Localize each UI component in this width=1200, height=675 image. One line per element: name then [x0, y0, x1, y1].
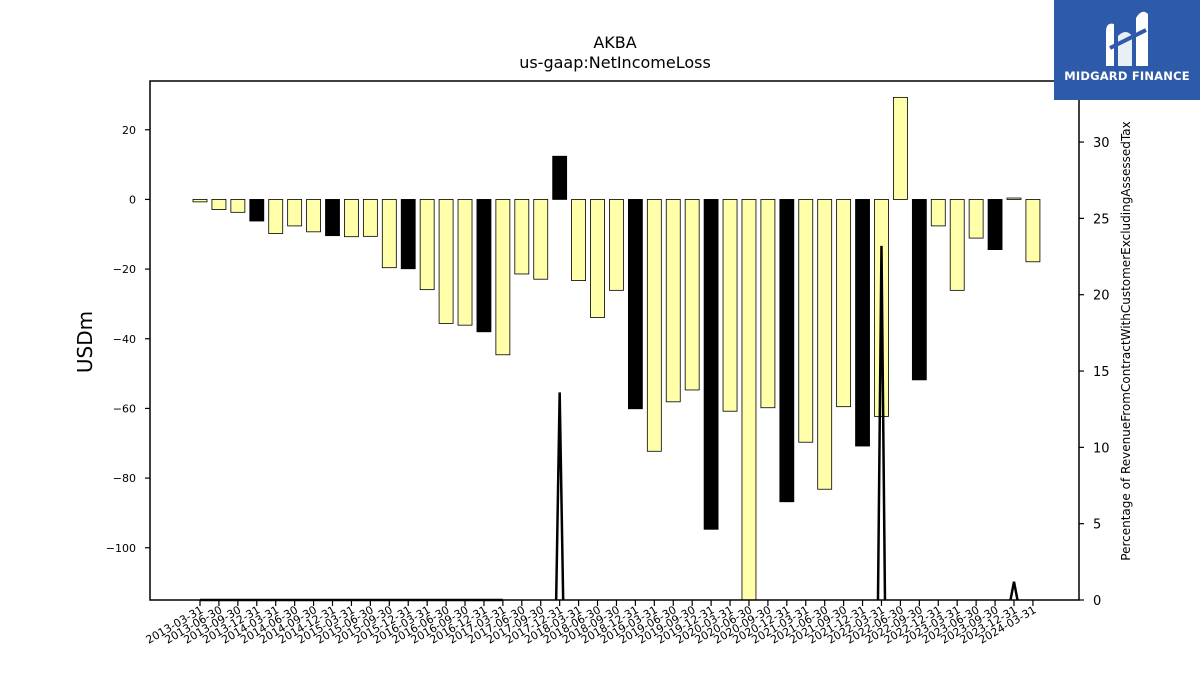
line-peak-2023-12-31	[1009, 581, 1019, 601]
bar-2014-03-31	[268, 199, 284, 234]
y2-tick-label: 30	[1093, 136, 1110, 151]
bar-2016-12-31	[476, 199, 492, 333]
chart-subtitle: us-gaap:NetIncomeLoss	[519, 53, 711, 72]
x-axis: 2013-03-312013-06-302013-09-302013-12-31…	[144, 600, 1038, 647]
bar-2019-03-31	[646, 199, 662, 452]
bar-2020-06-30	[741, 199, 757, 601]
y-tick-label: −60	[113, 402, 136, 415]
bar-2014-12-31	[325, 199, 340, 237]
bar-2017-12-31	[552, 155, 568, 200]
bar-2013-03-31	[192, 199, 208, 203]
bar-2020-03-31	[722, 199, 738, 412]
bar-2021-03-31	[798, 199, 814, 443]
bar-2018-06-30	[590, 199, 605, 318]
y-tick-label: 0	[129, 193, 136, 206]
bar-2016-09-30	[457, 199, 473, 326]
bar-series	[192, 96, 1041, 601]
bar-2023-12-31	[1006, 197, 1022, 200]
y-axis-right: 0 5 10 15 20 25 30	[1079, 136, 1110, 609]
bar-2017-09-30	[533, 199, 549, 280]
y-tick-label: 20	[122, 124, 136, 137]
y-axis-left: 20 0 −20 −40 −60 −80 −100	[106, 124, 150, 555]
bar-2015-03-31	[344, 199, 359, 238]
bar-2021-12-31	[855, 199, 870, 447]
y2-tick-label: 0	[1093, 594, 1101, 609]
bar-2020-12-31	[779, 199, 795, 503]
y-tick-label: −20	[113, 263, 136, 276]
bar-2016-06-30	[438, 199, 454, 324]
revenue-percentage-line	[200, 582, 1014, 600]
y-tick-label: −40	[113, 333, 136, 346]
line-peak-2017-12-31	[554, 392, 565, 601]
bar-2018-12-31	[627, 199, 643, 410]
bar-2024-03-31	[1025, 199, 1041, 263]
bar-2023-09-30	[987, 199, 1003, 250]
bar-2015-06-30	[362, 199, 378, 237]
bar-2021-09-30	[836, 199, 852, 408]
y2-tick-label: 5	[1093, 518, 1101, 533]
bar-2017-03-31	[495, 199, 511, 356]
y-axis-label: USDm	[73, 311, 97, 373]
bar-2018-09-30	[609, 199, 624, 291]
y-tick-label: −100	[106, 542, 136, 555]
line-peak-2022-03-31	[876, 245, 887, 601]
bar-2019-12-31	[703, 199, 719, 530]
y2-axis-label: Percentage of RevenueFromContractWithCus…	[1119, 121, 1133, 560]
bar-2018-03-31	[571, 199, 586, 281]
y2-tick-label: 15	[1093, 365, 1110, 380]
bar-2014-09-30	[306, 199, 321, 233]
y2-tick-label: 25	[1093, 212, 1110, 227]
bar-2023-06-30	[968, 199, 984, 239]
bar-2015-09-30	[381, 199, 397, 269]
bar-2016-03-31	[419, 199, 435, 291]
bar-2019-06-30	[665, 199, 681, 403]
chart-title: AKBA	[593, 33, 636, 52]
bar-2015-12-31	[400, 199, 416, 270]
bar-2022-06-30	[893, 96, 908, 200]
bar-2013-12-31	[249, 199, 265, 222]
bar-2013-06-30	[211, 199, 227, 210]
revenue-percentage-line-series	[200, 245, 1019, 601]
bar-2022-12-31	[930, 199, 946, 227]
bar-2020-09-30	[760, 199, 776, 409]
plot-frame	[149, 80, 1080, 601]
y2-tick-label: 20	[1093, 289, 1110, 304]
bar-2014-06-30	[287, 199, 303, 227]
bar-2023-03-31	[949, 199, 965, 291]
midgard-finance-logo: MIDGARD FINANCE	[1054, 0, 1200, 100]
midgard-logo-icon	[1106, 11, 1148, 66]
bar-2022-09-30	[911, 199, 927, 381]
bar-2019-09-30	[684, 199, 700, 391]
bar-2017-06-30	[514, 199, 530, 275]
bar-2021-06-30	[817, 199, 833, 490]
y-tick-label: −80	[113, 472, 136, 485]
logo-text: MIDGARD FINANCE	[1064, 69, 1190, 83]
bar-2013-09-30	[230, 199, 246, 213]
y2-tick-label: 10	[1093, 441, 1110, 456]
